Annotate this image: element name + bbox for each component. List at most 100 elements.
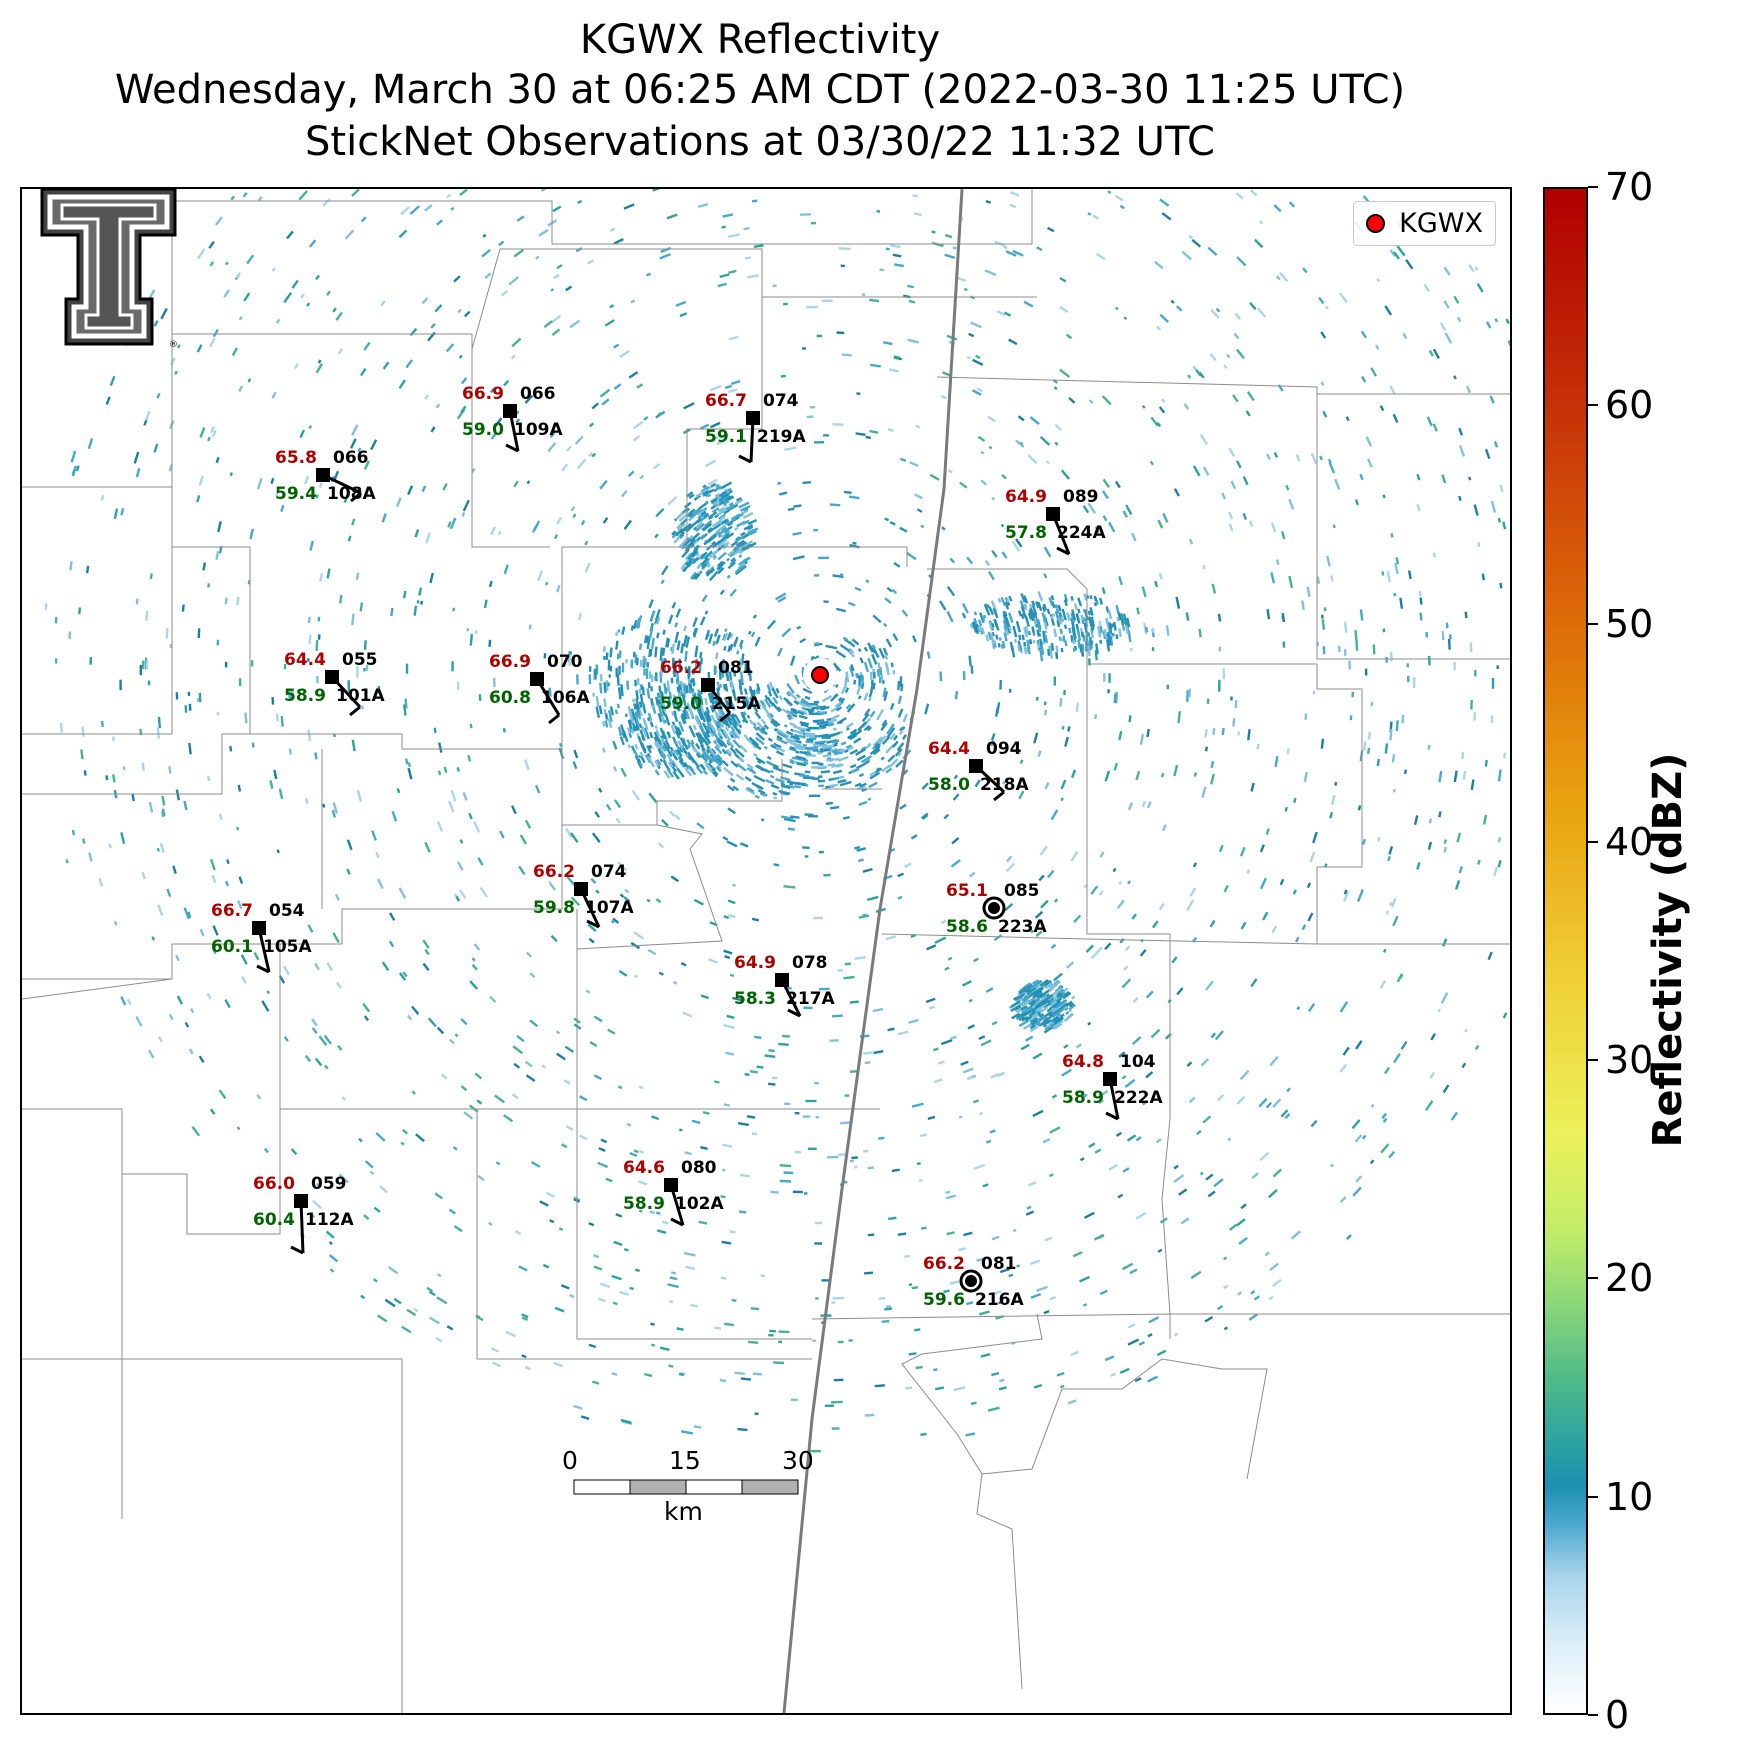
echo-pixel — [722, 213, 733, 218]
echo-pixel — [714, 485, 722, 491]
echo-pixel — [253, 952, 260, 961]
echo-pixel — [1443, 266, 1451, 276]
station-temperature: 64.6 — [623, 1158, 665, 1178]
echo-pixel — [677, 522, 686, 532]
echo-pixel — [661, 1220, 669, 1225]
echo-pixel — [175, 789, 181, 801]
echo-pixel — [119, 679, 122, 691]
county-line — [1161, 1118, 1510, 1315]
echo-pixel — [430, 322, 436, 329]
station-marker[interactable] — [746, 411, 760, 425]
echo-pixel — [1002, 245, 1008, 250]
echo-pixel — [223, 289, 230, 298]
echo-pixel — [827, 722, 835, 727]
echo-pixel — [236, 899, 243, 910]
echo-pixel — [783, 817, 796, 823]
echo-pixel — [1001, 473, 1007, 480]
station-marker[interactable] — [503, 404, 517, 418]
station-marker[interactable] — [1046, 507, 1060, 521]
echo-pixel — [857, 695, 862, 700]
echo-pixel — [855, 748, 866, 756]
echo-pixel — [718, 433, 729, 440]
echo-pixel — [1113, 762, 1119, 771]
echo-pixel — [141, 762, 145, 771]
echo-pixel — [83, 770, 87, 776]
echo-pixel — [1164, 1032, 1172, 1040]
echo-pixel — [499, 830, 505, 839]
colorbar-tick-mark — [1588, 1714, 1598, 1716]
echo-pixel — [810, 655, 815, 660]
echo-pixel — [1217, 613, 1222, 622]
echo-pixel — [1037, 591, 1044, 602]
echo-pixel — [1112, 867, 1117, 873]
station-marker[interactable] — [316, 468, 330, 482]
station-marker[interactable] — [325, 670, 339, 684]
echo-pixel — [1376, 278, 1381, 283]
echo-pixel — [1223, 884, 1229, 893]
echo-pixel — [716, 634, 721, 644]
echo-pixel — [990, 1072, 1000, 1079]
station-marker[interactable] — [664, 1178, 678, 1192]
station-marker[interactable] — [530, 672, 544, 686]
echo-pixel — [1484, 759, 1488, 767]
station-marker[interactable] — [574, 882, 588, 896]
station-marker[interactable] — [701, 678, 715, 692]
echo-pixel — [658, 685, 662, 693]
station-marker[interactable] — [252, 921, 266, 935]
station-marker[interactable] — [965, 1275, 977, 1287]
echo-pixel — [1458, 495, 1462, 501]
station-id: 217A — [786, 989, 835, 1009]
station-temperature: 66.0 — [253, 1174, 295, 1194]
echo-pixel — [1034, 910, 1044, 919]
station-marker[interactable] — [775, 973, 789, 987]
texas-tech-logo: ® — [40, 189, 178, 350]
radar-site-marker[interactable] — [811, 666, 829, 684]
echo-pixel — [147, 680, 151, 686]
echo-pixel — [336, 981, 342, 989]
radar-map[interactable]: 65.8 066 59.4 108A 66.9 066 59.0 109A 66.7 074 59.… — [20, 187, 1512, 1715]
echo-pixel — [648, 792, 658, 804]
echo-pixel — [825, 644, 838, 650]
echo-pixel — [1126, 1134, 1137, 1142]
echo-pixel — [842, 816, 850, 820]
echo-pixel — [892, 670, 896, 675]
station-marker[interactable] — [294, 1194, 308, 1208]
echo-pixel — [742, 519, 750, 525]
echo-pixel — [1025, 647, 1029, 653]
echo-pixel — [1020, 593, 1026, 603]
station-marker[interactable] — [1103, 1072, 1117, 1086]
echo-pixel — [778, 1042, 789, 1047]
echo-pixel — [299, 429, 306, 439]
station-marker[interactable] — [969, 759, 983, 773]
echo-pixel — [789, 758, 795, 763]
echo-pixel — [794, 733, 806, 739]
echo-pixel — [728, 913, 736, 919]
echo-pixel — [854, 782, 862, 788]
echo-pixel — [384, 1298, 396, 1308]
echo-pixel — [1010, 191, 1020, 197]
echo-pixel — [869, 771, 881, 780]
echo-pixel — [1089, 607, 1094, 616]
echo-pixel — [993, 1290, 1002, 1295]
echo-pixel — [653, 741, 659, 749]
echo-pixel — [537, 570, 543, 582]
echo-pixel — [549, 882, 556, 891]
station-marker[interactable] — [988, 902, 1000, 914]
echo-pixel — [1018, 1020, 1029, 1028]
